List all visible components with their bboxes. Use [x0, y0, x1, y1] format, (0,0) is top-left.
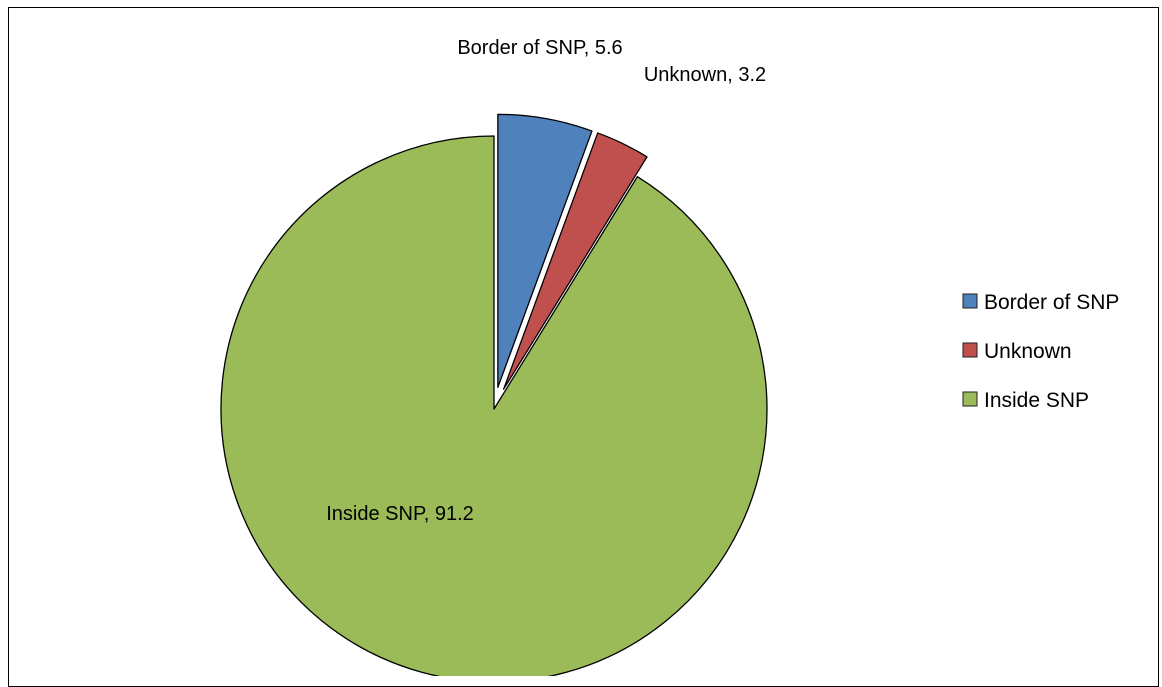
pie-slice-unknown: [502, 132, 648, 390]
legend-item-inside-snp: Inside SNP: [962, 389, 1089, 412]
legend-swatch-unknown: [962, 342, 978, 358]
legend-label-inside-snp: Inside SNP: [984, 389, 1089, 412]
data-label-inside-snp: Inside SNP, 91.2: [326, 503, 474, 525]
pie-slice-border-of-snp: [497, 113, 593, 388]
pie-data-labels: Border of SNP, 5.6 Unknown, 3.2 Inside S…: [326, 37, 766, 525]
legend: Border of SNP Unknown Inside SNP: [962, 291, 1119, 412]
pie-slices: [220, 113, 768, 676]
legend-item-border-of-snp: Border of SNP: [962, 291, 1119, 314]
data-label-unknown: Unknown, 3.2: [644, 64, 766, 86]
pie-slice-inside-snp: [220, 135, 768, 676]
legend-swatch-inside-snp: [962, 391, 978, 407]
data-label-border-of-snp: Border of SNP, 5.6: [457, 37, 622, 59]
legend-swatch-border-of-snp: [962, 293, 978, 309]
legend-item-unknown: Unknown: [962, 340, 1072, 363]
legend-label-unknown: Unknown: [984, 340, 1072, 363]
legend-label-border-of-snp: Border of SNP: [984, 291, 1119, 314]
